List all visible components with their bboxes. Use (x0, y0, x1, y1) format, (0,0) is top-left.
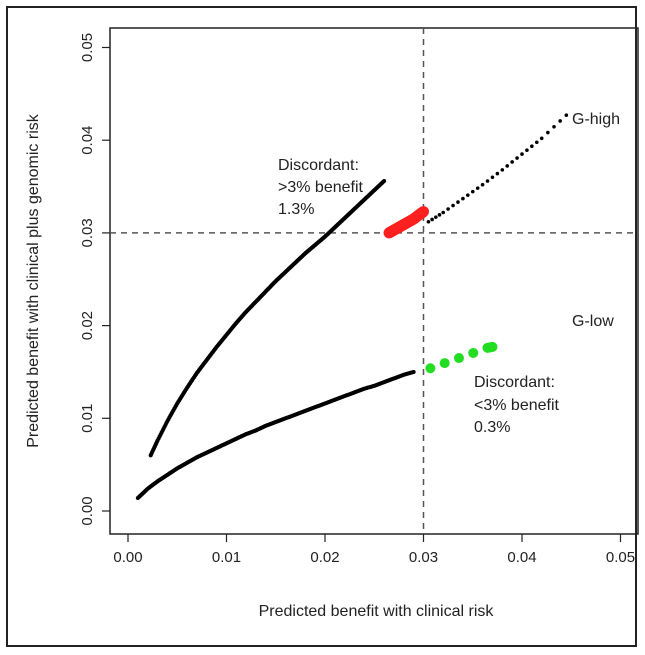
x-axis-title: Predicted benefit with clinical risk (259, 603, 495, 620)
low-discordant-line-2: <3% benefit (474, 397, 560, 414)
data-point-fill (439, 358, 450, 369)
data-point-fill (490, 175, 495, 180)
series-3 (383, 206, 429, 239)
data-point (382, 178, 387, 183)
data-point (564, 113, 569, 117)
y-tick-label: 0.02 (79, 311, 96, 340)
data-point (520, 152, 524, 156)
high-discordant-line-1: Discordant: (278, 157, 359, 174)
y-tick-label: 0.04 (79, 126, 96, 155)
y-tick-label: 0.03 (79, 218, 96, 247)
g-low-label: G-low (572, 313, 614, 330)
y-tick-label: 0.00 (79, 496, 96, 525)
data-point-fill (437, 213, 442, 217)
data-point (500, 168, 505, 172)
low-discordant-line-1: Discordant: (474, 374, 555, 391)
threshold-lines (110, 28, 638, 534)
high-discordant-line-3: 1.3% (278, 201, 314, 218)
data-point-fill (530, 144, 534, 149)
data-point (425, 363, 436, 374)
series-4 (425, 341, 498, 374)
data-point (539, 136, 544, 141)
data-point-fill (468, 347, 479, 358)
figure-frame (6, 6, 637, 647)
data-point-fill (546, 130, 550, 135)
low-discordant-line-3: 0.3% (474, 419, 510, 436)
series-layer (135, 113, 569, 501)
x-tick-label: 0.01 (212, 549, 241, 566)
x-tick-label: 0.00 (113, 549, 142, 566)
y-axis-ticks: 0.00 0.01 0.02 0.03 0.04 0.05 (79, 33, 110, 526)
data-point-fill (446, 207, 450, 211)
data-point-fill (466, 193, 470, 197)
data-point (426, 219, 431, 224)
data-point-fill (456, 200, 460, 204)
series-0 (148, 178, 387, 458)
x-tick-label: 0.02 (310, 549, 339, 566)
data-point (441, 210, 446, 215)
data-point-fill (451, 203, 455, 208)
y-tick-label: 0.05 (79, 33, 96, 62)
data-point (480, 182, 485, 187)
y-tick-label: 0.01 (79, 404, 96, 433)
data-point-fill (470, 189, 475, 194)
data-point (418, 206, 429, 218)
x-tick-label: 0.04 (507, 549, 536, 566)
high-discordant-line-2: >3% benefit (278, 179, 364, 196)
data-point-fill (475, 186, 480, 190)
data-point-fill (534, 140, 539, 145)
series-2 (135, 369, 416, 501)
data-point-fill (525, 148, 529, 152)
data-point-fill (510, 160, 514, 164)
data-point (487, 341, 498, 352)
data-point-fill (515, 156, 519, 160)
plot-area (109, 27, 639, 535)
data-point-fill (505, 164, 510, 168)
data-point-fill (558, 119, 562, 123)
x-axis-ticks: 0.00 0.01 0.02 0.03 0.04 0.05 (113, 534, 635, 566)
data-point-fill (430, 217, 434, 222)
x-tick-label: 0.05 (606, 549, 635, 566)
data-point (411, 369, 416, 374)
data-point-fill (495, 171, 500, 176)
x-tick-label: 0.03 (409, 549, 438, 566)
y-axis-title: Predicted benefit with clinical plus gen… (25, 113, 42, 447)
data-point-fill (552, 124, 556, 129)
g-high-label: G-high (572, 111, 620, 128)
series-1 (426, 113, 569, 224)
data-point-fill (485, 179, 490, 183)
data-point (461, 196, 465, 201)
data-point-fill (453, 353, 464, 364)
data-point-fill (434, 215, 438, 219)
